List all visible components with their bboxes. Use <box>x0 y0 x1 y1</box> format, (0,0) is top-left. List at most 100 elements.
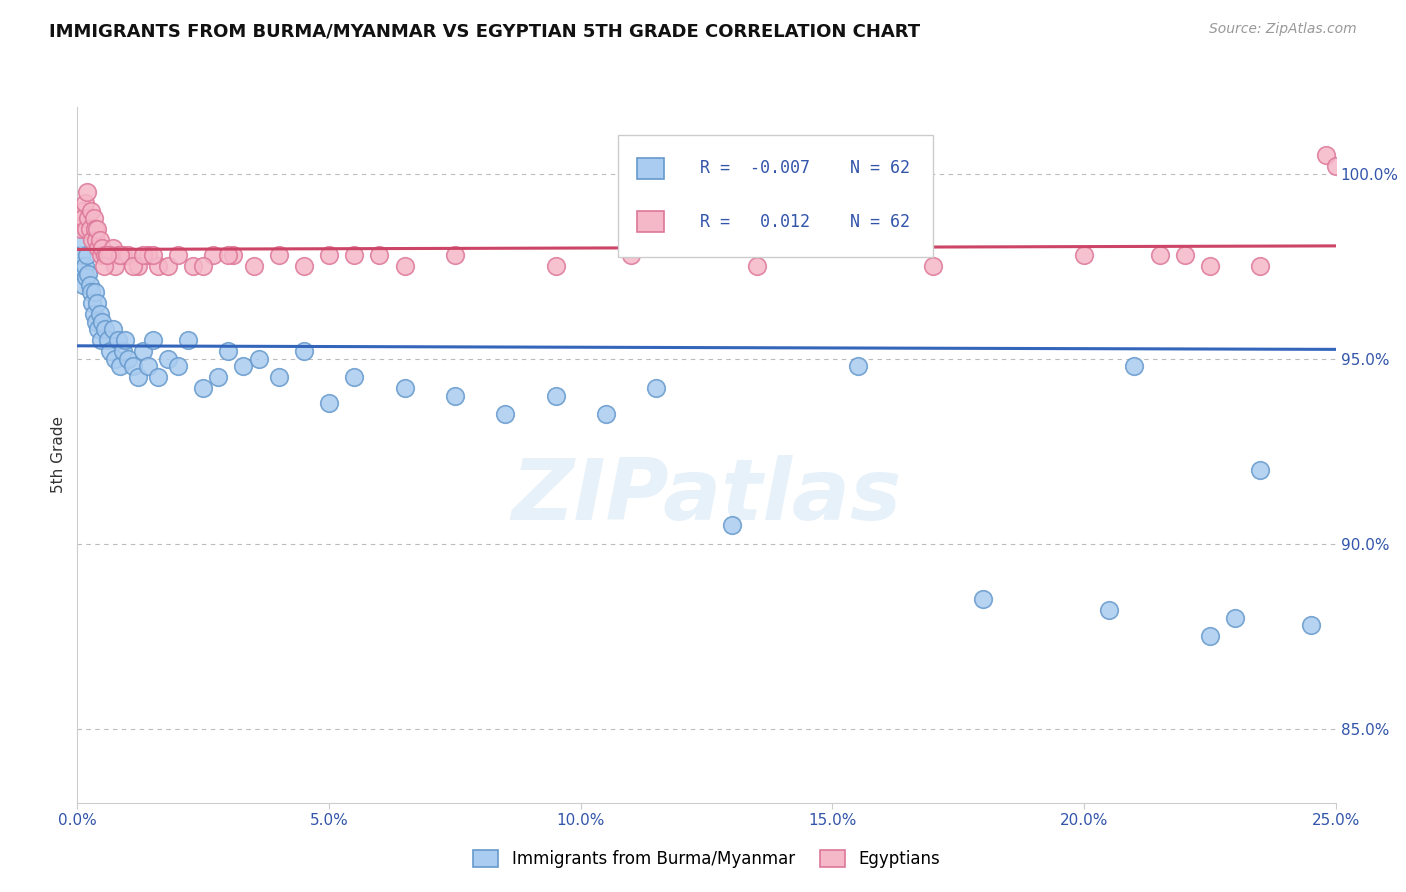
Point <box>247 351 270 366</box>
Point <box>1098 603 1121 617</box>
Point <box>73 196 96 211</box>
Point <box>720 518 742 533</box>
Point <box>132 344 155 359</box>
Point <box>645 381 668 395</box>
Point <box>84 285 107 299</box>
Point <box>121 359 143 373</box>
Point <box>83 211 105 225</box>
Point <box>87 241 110 255</box>
Point <box>1249 463 1271 477</box>
Point <box>217 248 239 262</box>
Point <box>167 248 190 262</box>
Point <box>132 248 155 262</box>
Point <box>544 389 567 403</box>
Point <box>69 259 91 273</box>
Point <box>96 248 118 262</box>
Point <box>111 248 134 262</box>
Point <box>1149 248 1171 262</box>
Point <box>101 241 124 255</box>
Point <box>83 307 105 321</box>
Point <box>620 248 643 262</box>
Point <box>156 351 179 366</box>
Point <box>108 359 131 373</box>
Point <box>267 370 290 384</box>
Point <box>544 259 567 273</box>
Point <box>394 259 416 273</box>
Point <box>80 203 103 218</box>
Point <box>207 370 229 384</box>
Point <box>77 267 100 281</box>
Point <box>80 285 103 299</box>
Point <box>444 248 467 262</box>
Point <box>267 248 290 262</box>
Point <box>98 344 121 359</box>
Point <box>89 307 111 321</box>
Point <box>76 185 98 199</box>
Point <box>136 359 159 373</box>
Point <box>292 344 315 359</box>
Y-axis label: 5th Grade: 5th Grade <box>51 417 66 493</box>
Point <box>846 359 869 373</box>
Point <box>86 233 108 247</box>
Point <box>127 370 149 384</box>
Point <box>318 396 340 410</box>
Point <box>72 203 94 218</box>
Point <box>117 248 139 262</box>
Point <box>98 248 121 262</box>
Point <box>1199 629 1222 643</box>
Point <box>86 222 108 236</box>
Point <box>108 248 131 262</box>
Point <box>82 233 104 247</box>
Point <box>127 259 149 273</box>
Point <box>79 222 101 236</box>
Text: ZIPatlas: ZIPatlas <box>512 455 901 538</box>
Point <box>394 381 416 395</box>
Point <box>79 277 101 292</box>
Point <box>77 211 100 225</box>
Point <box>72 211 94 225</box>
Point <box>191 381 215 395</box>
Point <box>72 277 94 292</box>
Point <box>242 259 264 273</box>
Point <box>1123 359 1146 373</box>
Point <box>107 333 129 347</box>
Point <box>595 407 617 421</box>
Point <box>1073 248 1095 262</box>
Point <box>368 248 391 262</box>
Point <box>90 333 112 347</box>
Point <box>1299 618 1322 632</box>
Point <box>343 370 366 384</box>
Point <box>167 359 190 373</box>
Point <box>444 389 467 403</box>
Point <box>222 248 245 262</box>
Text: R =   0.012    N = 62: R = 0.012 N = 62 <box>700 213 910 231</box>
Point <box>181 259 204 273</box>
Point <box>107 248 129 262</box>
Point <box>82 296 104 310</box>
FancyBboxPatch shape <box>619 135 934 257</box>
Point <box>76 248 98 262</box>
Point <box>146 370 169 384</box>
Legend: Immigrants from Burma/Myanmar, Egyptians: Immigrants from Burma/Myanmar, Egyptians <box>467 843 946 874</box>
Point <box>292 259 315 273</box>
Point <box>75 222 97 236</box>
Point <box>142 248 165 262</box>
Point <box>96 248 118 262</box>
Text: IMMIGRANTS FROM BURMA/MYANMAR VS EGYPTIAN 5TH GRADE CORRELATION CHART: IMMIGRANTS FROM BURMA/MYANMAR VS EGYPTIA… <box>49 22 921 40</box>
Point <box>73 259 96 273</box>
Point <box>70 248 93 262</box>
Point <box>91 315 114 329</box>
Text: R =  -0.007    N = 62: R = -0.007 N = 62 <box>700 160 910 178</box>
Point <box>70 222 93 236</box>
Point <box>494 407 516 421</box>
Point <box>101 322 124 336</box>
Point <box>318 248 340 262</box>
Point <box>121 259 143 273</box>
Point <box>72 233 94 247</box>
Point <box>96 333 118 347</box>
Point <box>232 359 254 373</box>
Point <box>1174 248 1197 262</box>
Point <box>114 333 136 347</box>
Point <box>177 333 200 347</box>
Point <box>1223 611 1246 625</box>
